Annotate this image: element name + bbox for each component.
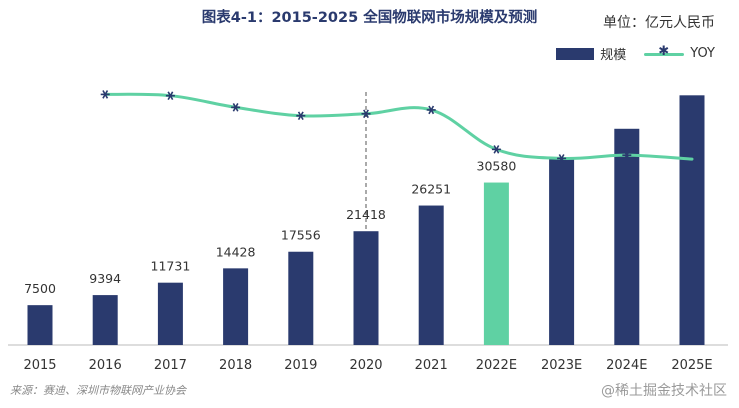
x-tick-label: 2022E bbox=[476, 358, 517, 373]
x-tick-label: 2015 bbox=[23, 358, 56, 373]
x-tick-label: 2018 bbox=[219, 358, 252, 373]
yoy-marker bbox=[231, 103, 241, 112]
legend: 规模 YOY bbox=[556, 44, 715, 63]
yoy-marker bbox=[426, 105, 436, 115]
yoy-marker bbox=[165, 91, 175, 100]
yoy-marker bbox=[622, 150, 632, 160]
bar bbox=[223, 268, 249, 345]
x-tick-label: 2019 bbox=[284, 358, 317, 373]
yoy-marker bbox=[296, 111, 306, 121]
bar bbox=[27, 305, 53, 345]
data-label: 7500 bbox=[24, 281, 56, 296]
watermark: @稀土掘金技术社区 bbox=[601, 383, 727, 399]
x-tick-label: 2016 bbox=[89, 358, 122, 373]
bar bbox=[483, 182, 509, 345]
bar bbox=[614, 128, 640, 345]
data-label: 26251 bbox=[411, 182, 451, 197]
data-label: 21418 bbox=[346, 207, 386, 222]
data-label: 30580 bbox=[477, 159, 517, 174]
bar bbox=[353, 231, 379, 345]
bar bbox=[157, 282, 183, 345]
yoy-marker bbox=[361, 109, 371, 119]
bar bbox=[549, 158, 575, 345]
yoy-marker bbox=[491, 145, 501, 154]
bar bbox=[92, 295, 118, 345]
data-label: 14428 bbox=[216, 244, 256, 259]
unit-label: 单位：亿元人民币 bbox=[603, 15, 715, 31]
legend-line-label: YOY bbox=[690, 46, 715, 61]
legend-line-swatch bbox=[644, 44, 685, 60]
data-label: 17556 bbox=[281, 228, 321, 243]
legend-bar-label: 规模 bbox=[600, 48, 627, 63]
bar bbox=[288, 251, 314, 345]
data-label: 9394 bbox=[89, 271, 121, 286]
chart-title: 图表4-1：2015-2025 全国物联网市场规模及预测 bbox=[201, 10, 538, 26]
bar bbox=[418, 205, 444, 345]
yoy-marker bbox=[100, 90, 110, 99]
yoy-line bbox=[103, 92, 694, 161]
x-tick-label: 2017 bbox=[154, 358, 187, 373]
source-note: 来源：赛迪、深圳市物联网产业协会 bbox=[10, 384, 186, 397]
legend-bar-swatch bbox=[556, 47, 595, 60]
x-tick-label: 2023E bbox=[541, 358, 582, 373]
x-tick-label: 2024E bbox=[606, 358, 647, 373]
yoy-marker bbox=[557, 154, 567, 163]
x-tick-label: 2020 bbox=[349, 358, 382, 373]
x-tick-label: 2025E bbox=[671, 358, 712, 373]
bar bbox=[679, 95, 705, 345]
data-label: 11731 bbox=[151, 259, 191, 274]
x-tick-label: 2021 bbox=[415, 358, 448, 373]
